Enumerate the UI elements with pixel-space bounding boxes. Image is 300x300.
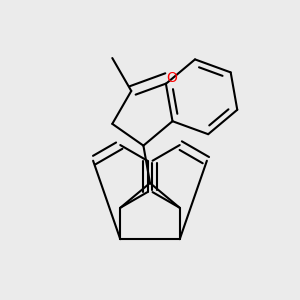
Text: O: O xyxy=(167,71,177,85)
